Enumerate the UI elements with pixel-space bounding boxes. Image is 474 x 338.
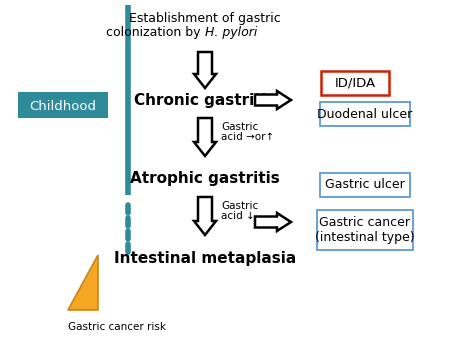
Text: acid ↓: acid ↓: [221, 211, 255, 221]
Text: Gastric cancer: Gastric cancer: [319, 216, 410, 228]
FancyBboxPatch shape: [18, 92, 108, 118]
Text: Gastric: Gastric: [221, 122, 258, 132]
FancyBboxPatch shape: [320, 102, 410, 126]
FancyBboxPatch shape: [321, 71, 389, 95]
Text: Duodenal ulcer: Duodenal ulcer: [318, 107, 413, 121]
Text: Intestinal metaplasia: Intestinal metaplasia: [114, 250, 296, 266]
Text: ID/IDA: ID/IDA: [335, 76, 375, 90]
Text: Gastric ulcer: Gastric ulcer: [325, 178, 405, 192]
Text: H. pylori: H. pylori: [205, 26, 257, 39]
Text: Establishment of gastric: Establishment of gastric: [129, 12, 281, 25]
Text: Atrophic gastritis: Atrophic gastritis: [130, 170, 280, 186]
Polygon shape: [255, 91, 291, 109]
Polygon shape: [68, 255, 98, 310]
Text: Gastric: Gastric: [221, 201, 258, 211]
Text: acid →or↑: acid →or↑: [221, 132, 274, 142]
Polygon shape: [194, 52, 216, 88]
Polygon shape: [255, 213, 291, 231]
Text: Gastric cancer risk: Gastric cancer risk: [68, 322, 166, 332]
Text: Chronic gastritis: Chronic gastritis: [134, 93, 276, 107]
Text: Childhood: Childhood: [29, 99, 97, 113]
Polygon shape: [194, 118, 216, 156]
FancyBboxPatch shape: [320, 173, 410, 197]
Text: colonization by: colonization by: [107, 26, 205, 39]
Text: (intestinal type): (intestinal type): [315, 232, 415, 244]
FancyBboxPatch shape: [317, 210, 413, 250]
Polygon shape: [194, 197, 216, 235]
